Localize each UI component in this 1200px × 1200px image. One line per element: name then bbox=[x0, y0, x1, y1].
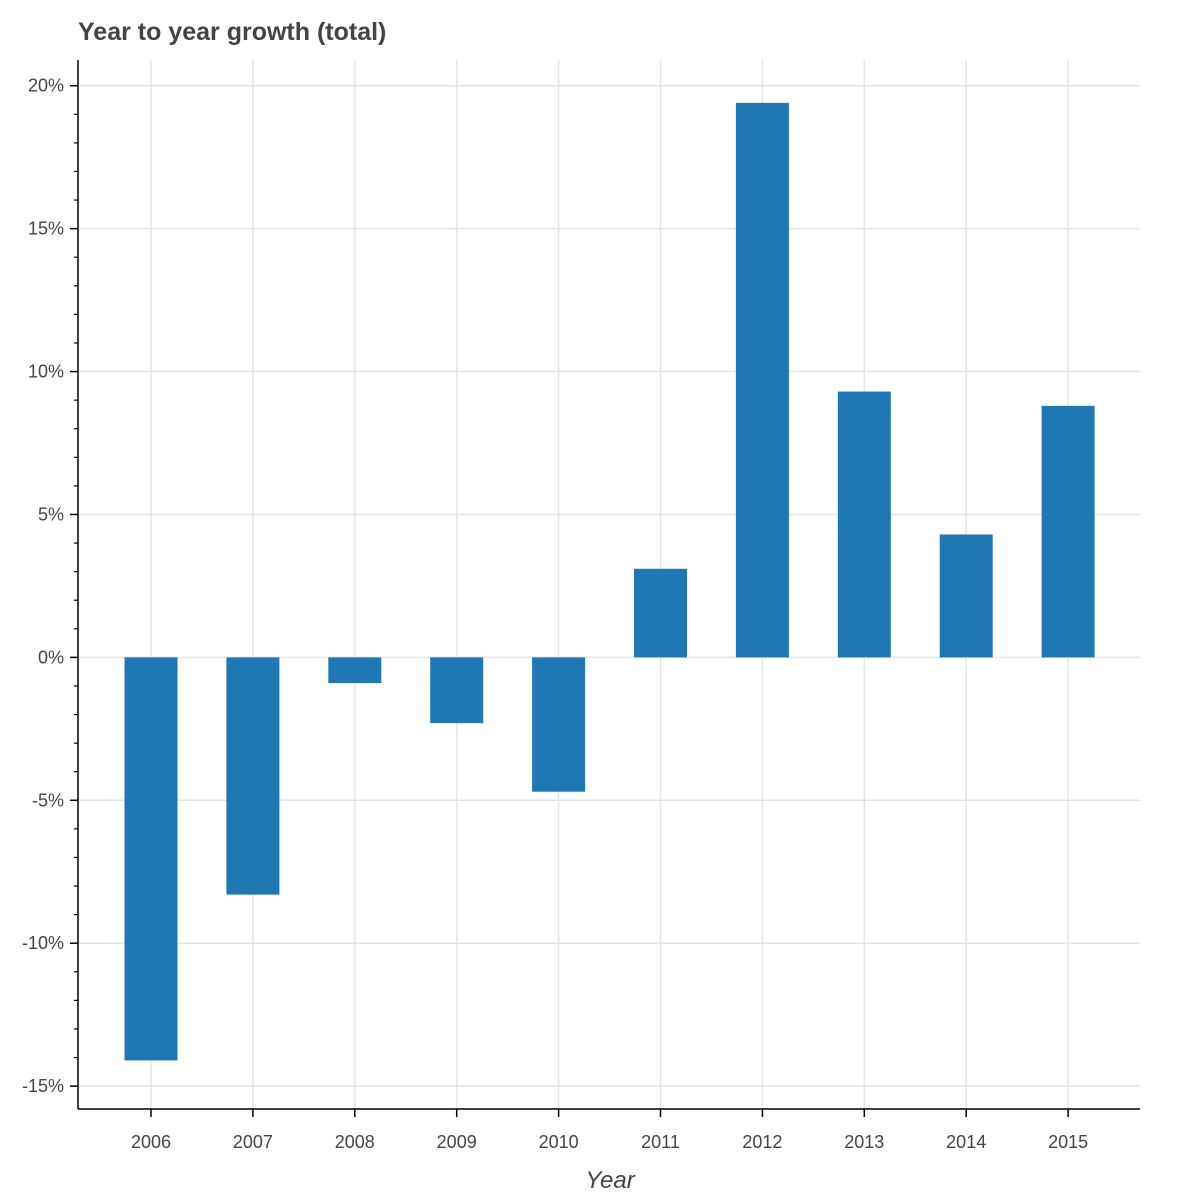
bar-2013 bbox=[837, 391, 891, 658]
x-tick-label: 2012 bbox=[742, 1132, 782, 1152]
x-tick-label: 2010 bbox=[539, 1132, 579, 1152]
bar-2009 bbox=[430, 657, 484, 724]
bar-2006 bbox=[124, 657, 178, 1061]
bar-2008 bbox=[328, 657, 382, 684]
bar-2007 bbox=[226, 657, 280, 895]
x-tick-label: 2007 bbox=[233, 1132, 273, 1152]
y-tick-label: 20% bbox=[28, 76, 64, 96]
x-axis-label: Year bbox=[585, 1167, 635, 1194]
x-tick-label: 2006 bbox=[131, 1132, 171, 1152]
y-tick-label: -10% bbox=[22, 933, 64, 953]
bars-layer bbox=[124, 102, 1095, 1061]
x-tick-label: 2008 bbox=[335, 1132, 375, 1152]
x-tick-label: 2011 bbox=[641, 1132, 680, 1152]
bar-2010 bbox=[532, 657, 586, 792]
y-tick-label: -15% bbox=[22, 1076, 64, 1096]
bar-2012 bbox=[735, 102, 789, 658]
bar-2014 bbox=[939, 534, 993, 658]
y-tick-label: -5% bbox=[32, 790, 64, 810]
y-tick-label: 5% bbox=[38, 504, 64, 524]
labels-layer: -15% -10% -5% 0% 5% 10% 15% 20% 2006 2007 2008 2009… bbox=[22, 76, 1088, 1152]
x-tick-label: 2013 bbox=[844, 1132, 884, 1152]
y-tick-label: 10% bbox=[28, 362, 64, 382]
y-tick-label: 0% bbox=[38, 647, 64, 667]
bar-2011 bbox=[634, 568, 687, 658]
x-tick-label: 2015 bbox=[1048, 1132, 1088, 1152]
bar-2015 bbox=[1041, 405, 1095, 658]
x-tick-label: 2009 bbox=[437, 1132, 477, 1152]
y-tick-label: 15% bbox=[28, 219, 64, 239]
axes-layer bbox=[70, 60, 1140, 1117]
x-tick-label: 2014 bbox=[946, 1132, 986, 1152]
chart-title: Year to year growth (total) bbox=[78, 18, 387, 46]
